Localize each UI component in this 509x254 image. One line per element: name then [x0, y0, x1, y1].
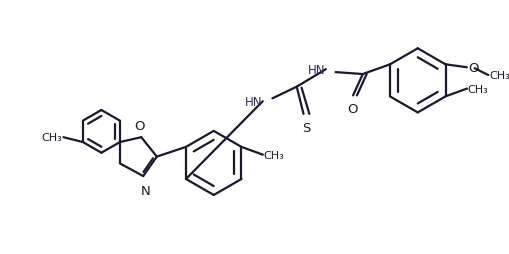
Text: HN: HN: [308, 64, 325, 76]
Text: O: O: [346, 103, 357, 116]
Text: CH₃: CH₃: [467, 84, 488, 94]
Text: CH₃: CH₃: [263, 150, 284, 160]
Text: CH₃: CH₃: [488, 71, 509, 81]
Text: S: S: [302, 121, 310, 134]
Text: O: O: [134, 120, 144, 133]
Text: O: O: [467, 61, 477, 74]
Text: N: N: [140, 184, 150, 197]
Text: HN: HN: [245, 95, 262, 108]
Text: CH₃: CH₃: [42, 133, 63, 143]
